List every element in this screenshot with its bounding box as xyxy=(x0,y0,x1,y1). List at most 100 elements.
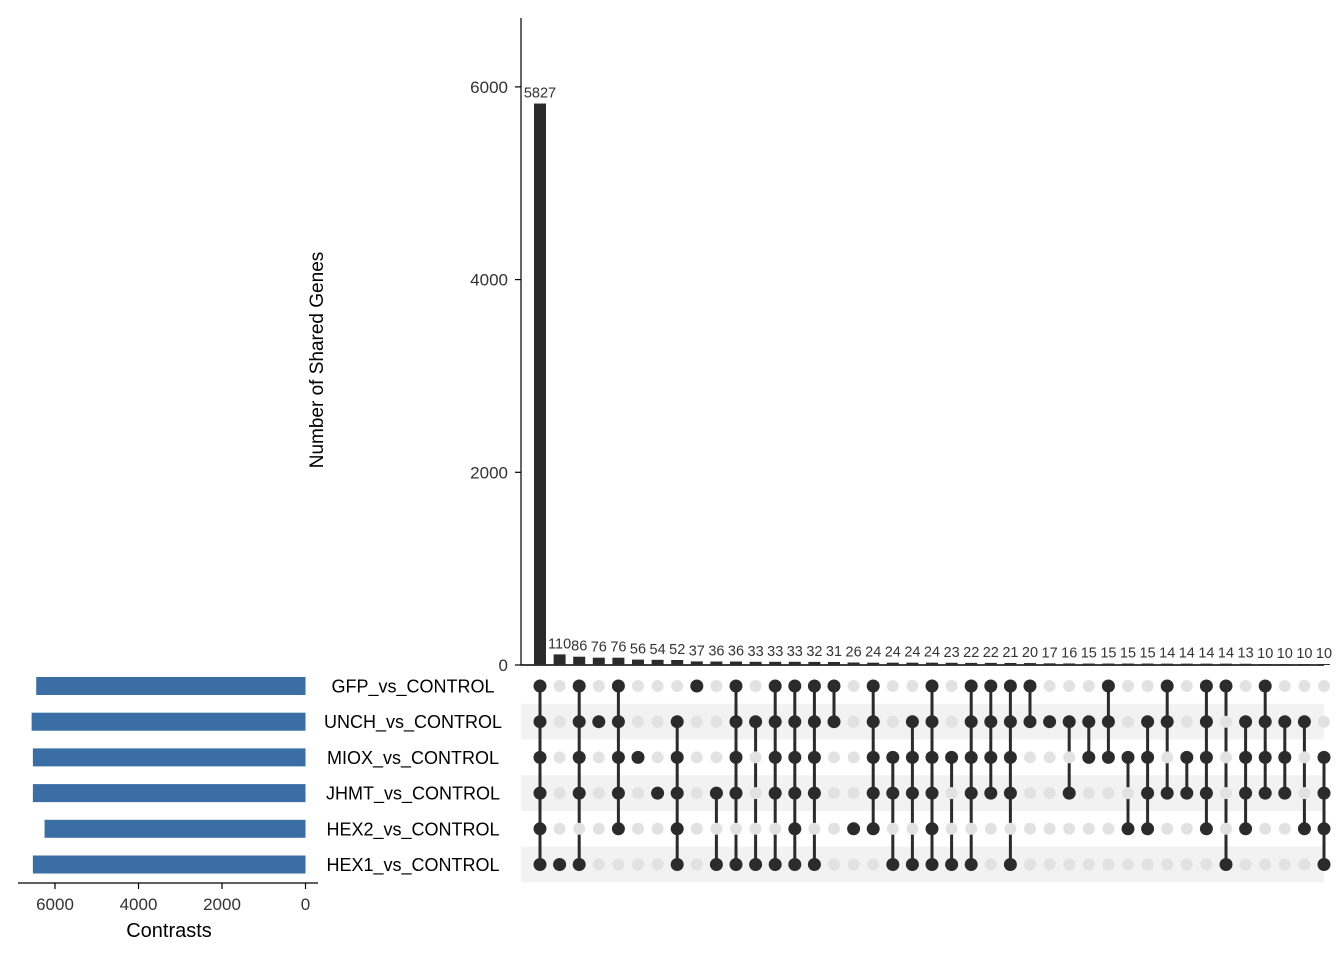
matrix-dot-filled xyxy=(984,786,998,800)
matrix-dot-filled xyxy=(1278,715,1292,729)
set-size-bar xyxy=(31,712,306,731)
matrix-dot-empty xyxy=(886,680,899,692)
y-axis: 0 2000 4000 6000 xyxy=(470,18,1324,675)
matrix-dot-empty xyxy=(632,715,644,728)
matrix-dot-empty xyxy=(592,858,605,871)
matrix-dot-empty xyxy=(1200,858,1213,871)
matrix-dot-filled xyxy=(572,750,586,764)
matrix-dot-empty xyxy=(886,715,899,728)
matrix-dot-filled xyxy=(1199,715,1213,729)
matrix-dot-filled xyxy=(1160,786,1174,800)
intersection-bar xyxy=(1122,663,1134,665)
intersection-bars xyxy=(534,103,1330,665)
matrix-dot-empty xyxy=(1082,680,1095,692)
intersection-bar xyxy=(1298,664,1311,665)
matrix-dot-empty xyxy=(984,858,997,871)
matrix-dot-empty xyxy=(1024,751,1036,764)
matrix-dot-empty xyxy=(553,715,566,728)
matrix-dot-empty xyxy=(592,751,605,764)
matrix-dot-filled xyxy=(572,679,586,693)
matrix-dot-filled xyxy=(749,715,763,729)
matrix-dot-filled xyxy=(729,786,743,800)
matrix-dot-empty xyxy=(1220,751,1232,764)
matrix-dot-filled xyxy=(768,750,782,764)
matrix-dot-empty xyxy=(592,787,605,800)
intersection-bar-label: 32 xyxy=(806,644,822,660)
matrix-dot-empty xyxy=(867,858,880,871)
matrix-dot-empty xyxy=(573,822,586,835)
set-size-bar xyxy=(44,819,306,838)
matrix-dot-empty xyxy=(945,715,958,728)
intersection-bar-label: 26 xyxy=(846,644,862,660)
matrix-dot-filled xyxy=(1199,679,1213,693)
intersection-bar xyxy=(651,659,664,665)
matrix-dot-empty xyxy=(1298,680,1311,692)
matrix-dot-empty xyxy=(690,822,703,835)
matrix-dot-empty xyxy=(1220,787,1232,800)
set-size-axis-tick-label: 2000 xyxy=(203,895,241,914)
matrix-dot-empty xyxy=(1259,858,1272,871)
intersection-bar-label: 36 xyxy=(728,644,744,660)
intersection-bar-label: 24 xyxy=(904,645,920,661)
matrix-dot-filled xyxy=(1258,715,1272,729)
set-size-bar xyxy=(32,748,306,767)
matrix-dot-filled xyxy=(670,715,684,729)
matrix-dot-filled xyxy=(1297,715,1311,729)
matrix-dot-filled xyxy=(1160,715,1174,729)
matrix-dot-filled xyxy=(925,679,939,693)
intersection-bar xyxy=(1278,664,1291,665)
matrix-dot-filled xyxy=(1297,822,1311,836)
matrix-dot-filled xyxy=(709,786,723,800)
intersection-bar-label: 56 xyxy=(630,642,646,658)
matrix-dot-empty xyxy=(651,751,664,764)
matrix-dot-filled xyxy=(807,679,821,693)
intersection-bar xyxy=(1024,663,1036,665)
matrix-dot-empty xyxy=(1043,822,1056,835)
matrix-dot-empty xyxy=(906,680,919,692)
matrix-dot-empty xyxy=(1318,680,1330,692)
matrix-dot-empty xyxy=(828,787,840,800)
intersection-bar-label: 5827 xyxy=(524,86,556,102)
intersection-bar-label: 15 xyxy=(1140,646,1156,662)
matrix-dot-filled xyxy=(533,750,547,764)
intersection-bar-label: 33 xyxy=(787,644,803,660)
matrix-dot-empty xyxy=(690,787,703,800)
intersection-bar-label: 24 xyxy=(885,645,901,661)
intersection-bar-label: 14 xyxy=(1218,646,1234,662)
matrix-dot-filled xyxy=(1239,822,1253,836)
matrix-dot-filled xyxy=(533,679,547,693)
matrix-dot-filled xyxy=(788,715,802,729)
intersection-bar xyxy=(1200,663,1213,665)
matrix-dot-filled xyxy=(1199,822,1213,836)
matrix-dot-filled xyxy=(866,822,880,836)
matrix-dot-empty xyxy=(710,680,723,692)
matrix-dot-empty xyxy=(1122,787,1134,800)
matrix-dot-empty xyxy=(847,787,860,800)
matrix-dot-filled xyxy=(788,750,802,764)
matrix-dot-empty xyxy=(1082,858,1095,871)
matrix-dot-filled xyxy=(847,822,861,836)
matrix-dot-filled xyxy=(925,715,939,729)
intersection-bar-label: 16 xyxy=(1061,645,1077,661)
set-size-bar xyxy=(32,855,306,874)
intersection-bar xyxy=(612,657,625,665)
matrix-dot-filled xyxy=(945,750,959,764)
y-axis-tick-label: 0 xyxy=(499,656,508,675)
matrix-dot-empty xyxy=(1122,680,1134,692)
matrix-dot-empty xyxy=(1043,787,1056,800)
intersection-bar xyxy=(984,662,997,665)
matrix-dot-empty xyxy=(1043,858,1056,871)
intersection-bar xyxy=(1239,663,1252,665)
intersection-bar-label: 110 xyxy=(548,636,571,652)
matrix-dot-empty xyxy=(984,822,997,835)
matrix-dot-filled xyxy=(1278,786,1292,800)
matrix-dot-filled xyxy=(611,715,625,729)
matrix-dot-empty xyxy=(1122,858,1134,871)
matrix-dot-filled xyxy=(768,679,782,693)
intersection-bar xyxy=(1259,664,1272,665)
matrix-dot-empty xyxy=(1278,822,1291,835)
matrix-dot-filled xyxy=(1003,858,1017,871)
intersection-bar xyxy=(965,662,978,665)
matrix-dot-filled xyxy=(886,750,900,764)
intersection-bar xyxy=(592,657,605,665)
